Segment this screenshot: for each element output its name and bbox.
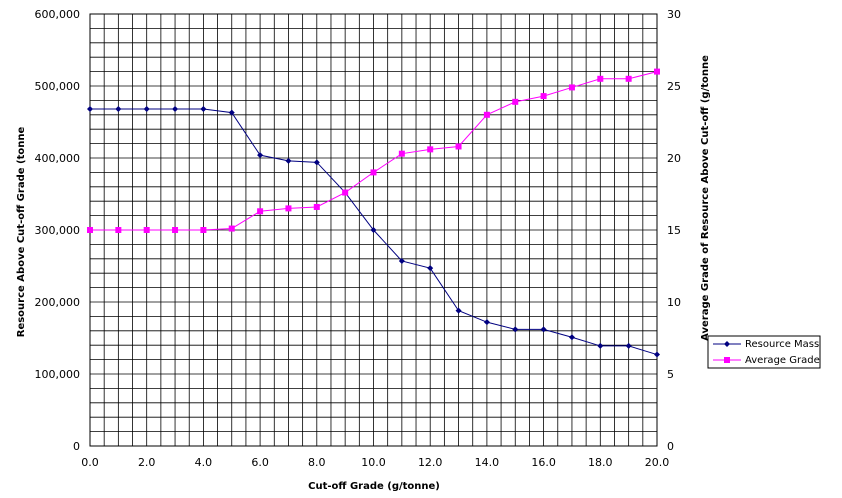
- y-tick-label: 200,000: [35, 296, 81, 309]
- x-tick-label: 2.0: [138, 456, 156, 469]
- y2-axis-title: Average Grade of Resource Above Cut-off …: [700, 55, 711, 341]
- data-point: [625, 75, 632, 82]
- data-point: [455, 143, 462, 150]
- y-tick-label: 100,000: [35, 368, 81, 381]
- data-point: [483, 111, 490, 118]
- x-tick-label: 14.0: [475, 456, 500, 469]
- legend-item-resource-mass: Resource Mass: [713, 339, 819, 350]
- y-axis-title: Resource Above Cut-off Grade (tonne: [16, 127, 27, 338]
- data-point: [427, 146, 434, 153]
- data-point: [115, 227, 122, 233]
- series-resource-mass: [87, 106, 660, 358]
- grid: [90, 14, 657, 446]
- data-point: [285, 205, 292, 212]
- y-tick-label: 0: [73, 440, 80, 453]
- data-point: [200, 106, 207, 113]
- data-point: [398, 257, 405, 264]
- data-point: [427, 265, 434, 272]
- data-point: [342, 189, 349, 196]
- data-point: [654, 351, 660, 358]
- data-point: [172, 106, 179, 113]
- legend-item-average-grade: Average Grade: [713, 355, 820, 366]
- y2-tick-label: 15: [667, 224, 681, 237]
- data-point: [313, 203, 320, 210]
- data-point: [512, 326, 519, 333]
- data-point: [483, 319, 490, 326]
- y2-tick-label: 20: [667, 152, 681, 165]
- data-point: [597, 342, 604, 349]
- data-point: [172, 227, 179, 233]
- y-tick-label: 600,000: [35, 8, 81, 21]
- series-average-grade: [87, 68, 660, 233]
- y-tick-label: 500,000: [35, 80, 81, 93]
- data-point: [143, 227, 150, 233]
- x-tick-label: 18.0: [588, 456, 613, 469]
- x-tick-label: 16.0: [531, 456, 556, 469]
- x-tick-label: 20.0: [645, 456, 670, 469]
- series-layer: [87, 68, 660, 358]
- data-point: [257, 152, 264, 159]
- y-axis-ticks: 0 100,000 200,000 300,000 400,000 500,000 600,…: [35, 8, 81, 453]
- data-point: [87, 106, 93, 113]
- data-point: [200, 227, 207, 233]
- data-point: [257, 208, 264, 215]
- data-point: [654, 68, 660, 75]
- y2-tick-label: 0: [667, 440, 674, 453]
- legend-label-average-grade: Average Grade: [745, 355, 820, 366]
- data-point: [455, 307, 462, 314]
- x-tick-label: 8.0: [308, 456, 326, 469]
- data-point: [115, 106, 122, 113]
- x-tick-label: 12.0: [418, 456, 443, 469]
- x-tick-label: 4.0: [195, 456, 213, 469]
- y2-axis-ticks: 0 5 10 15 20 25 30: [667, 8, 681, 453]
- data-point: [540, 93, 547, 100]
- data-point: [370, 227, 377, 233]
- y2-tick-label: 25: [667, 80, 681, 93]
- data-point: [143, 106, 150, 113]
- legend: Resource Mass Average Grade: [707, 335, 821, 369]
- data-point: [568, 334, 575, 341]
- data-point: [313, 159, 320, 166]
- y2-tick-label: 30: [667, 8, 681, 21]
- data-point: [370, 169, 377, 176]
- data-point: [568, 84, 575, 91]
- x-axis-ticks: 0.0 2.0 4.0 6.0 8.0 10.0 12.0 14.0 16.0 18.0 20.0: [81, 456, 669, 469]
- y-tick-label: 300,000: [35, 224, 81, 237]
- data-point: [625, 342, 632, 349]
- data-point: [228, 225, 235, 232]
- y2-tick-label: 10: [667, 296, 681, 309]
- x-tick-label: 6.0: [251, 456, 269, 469]
- y-tick-label: 400,000: [35, 152, 81, 165]
- legend-marker-square: [724, 357, 730, 363]
- data-point: [398, 150, 405, 157]
- x-tick-label: 10.0: [361, 456, 386, 469]
- data-point: [512, 98, 519, 105]
- data-point: [540, 326, 547, 333]
- data-point: [87, 227, 93, 233]
- x-axis-title: Cut-off Grade (g/tonne): [308, 481, 440, 492]
- legend-marker-diamond: [724, 341, 730, 347]
- y2-tick-label: 5: [667, 368, 674, 381]
- data-point: [285, 157, 292, 164]
- legend-label-resource-mass: Resource Mass: [745, 339, 819, 350]
- data-point: [597, 75, 604, 82]
- data-point: [228, 109, 235, 116]
- x-tick-label: 0.0: [81, 456, 99, 469]
